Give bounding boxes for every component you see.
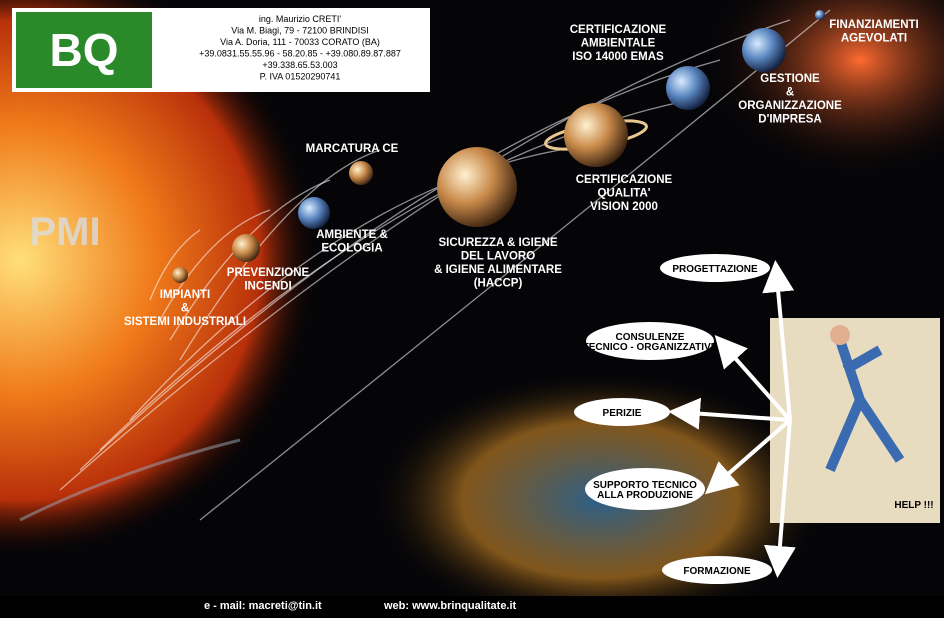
service-label: FORMAZIONE bbox=[683, 566, 751, 577]
planet bbox=[742, 28, 786, 72]
planet-label: ISO 14000 EMAS bbox=[572, 51, 664, 63]
planet-label: SICUREZZA & IGIENE bbox=[438, 237, 557, 249]
contact-line: +39.0831.55.55.96 - 58.20.85 - +39.080.8… bbox=[199, 49, 401, 59]
planet-label: VISION 2000 bbox=[590, 201, 658, 213]
planet-label: CERTIFICAZIONE bbox=[570, 24, 667, 36]
planet-label: CERTIFICAZIONE bbox=[576, 174, 673, 186]
planet-label: FINANZIAMENTI bbox=[829, 19, 918, 31]
contact-line: ing. Maurizio CRETI' bbox=[259, 14, 342, 24]
planet-label: ECOLOGIA bbox=[321, 243, 382, 255]
planet bbox=[349, 161, 373, 185]
pmi-logo: PMI bbox=[29, 210, 100, 254]
page: {"header": {"logo_text": "BQ", "lines": … bbox=[0, 0, 944, 613]
planet bbox=[298, 197, 330, 229]
contact-line: P. IVA 01520290741 bbox=[260, 72, 341, 82]
planet-label: AGEVOLATI bbox=[841, 33, 907, 45]
planet-label: & bbox=[181, 303, 189, 315]
contact-line: Via A. Doria, 111 - 70033 CORATO (BA) bbox=[220, 37, 380, 47]
planet bbox=[815, 10, 825, 20]
service-label: TECNICO - ORGANIZZATIVE bbox=[583, 342, 718, 353]
planet-label: & IGIENE ALIMENTARE bbox=[434, 264, 562, 276]
planet-label: MARCATURA CE bbox=[306, 143, 399, 155]
planet-label: PREVENZIONE bbox=[227, 267, 310, 279]
cartoon-head bbox=[830, 325, 850, 345]
planet bbox=[437, 147, 517, 227]
planet-label: SISTEMI INDUSTRIALI bbox=[124, 316, 246, 328]
contact-line: +39.338.65.53.003 bbox=[262, 60, 337, 70]
logo-text: BQ bbox=[50, 24, 119, 76]
planet-label: D'IMPRESA bbox=[758, 114, 821, 126]
planet bbox=[172, 267, 188, 283]
planet-label: ORGANIZZAZIONE bbox=[738, 100, 842, 112]
footer-email: e - mail: macreti@tin.it bbox=[204, 600, 322, 612]
planet-label: DEL LAVORO bbox=[461, 251, 535, 263]
planet bbox=[232, 234, 260, 262]
planet-label: IMPIANTI bbox=[160, 289, 210, 301]
planet-label: GESTIONE bbox=[760, 73, 820, 85]
planet-label: INCENDI bbox=[244, 281, 291, 293]
planet-label: QUALITA' bbox=[598, 188, 651, 200]
contact-line: Via M. Biagi, 79 - 72100 BRINDISI bbox=[231, 26, 368, 36]
planet-label: AMBIENTALE bbox=[581, 38, 656, 50]
planet-label: (HACCP) bbox=[474, 278, 523, 290]
service-label: PERIZIE bbox=[603, 408, 642, 419]
planet-label: AMBIENTE & bbox=[316, 229, 388, 241]
planet bbox=[564, 103, 628, 167]
planet-label: & bbox=[786, 87, 794, 99]
footer-web: web: www.brinqualitate.it bbox=[383, 600, 517, 612]
poster: IMPIANTI&SISTEMI INDUSTRIALIPREVENZIONEI… bbox=[0, 0, 944, 613]
service-label: ALLA PRODUZIONE bbox=[597, 490, 693, 501]
service-label: PROGETTAZIONE bbox=[672, 264, 758, 275]
planet bbox=[666, 66, 710, 110]
help-text: HELP !!! bbox=[894, 500, 933, 511]
